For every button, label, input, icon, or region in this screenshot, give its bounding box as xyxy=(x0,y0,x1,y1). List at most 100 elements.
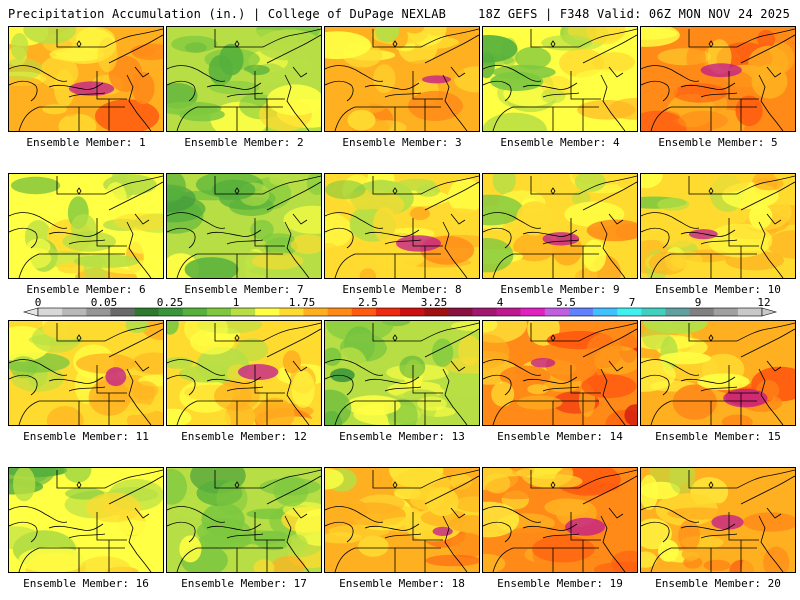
precip-contour xyxy=(499,365,551,388)
boundary-line xyxy=(522,82,578,90)
ensemble-member-panel: Ensemble Member: 18 xyxy=(324,467,480,590)
boundary-line xyxy=(492,400,514,425)
precip-contour xyxy=(253,559,275,572)
colorbar-segment xyxy=(38,308,63,316)
ensemble-member-panel: Ensemble Member: 8 xyxy=(324,173,480,296)
station-marker-icon xyxy=(76,334,82,342)
precip-contour xyxy=(574,174,606,192)
precip-map xyxy=(640,173,796,279)
boundary-line xyxy=(483,80,512,102)
precip-contour xyxy=(711,514,744,530)
precip-contour xyxy=(347,109,376,131)
boundary-line xyxy=(680,376,736,384)
boundary-line xyxy=(450,66,466,78)
boundary-line xyxy=(68,386,106,392)
precip-map xyxy=(8,173,164,279)
boundary-line xyxy=(134,66,150,78)
station-marker-icon xyxy=(234,334,240,342)
precip-map xyxy=(8,467,164,573)
boundary-line xyxy=(680,82,736,90)
boundary-line xyxy=(412,71,443,100)
ensemble-member-label: Ensemble Member: 13 xyxy=(339,430,465,443)
ensemble-member-label: Ensemble Member: 16 xyxy=(23,577,149,590)
boundary-line xyxy=(167,506,226,523)
precip-contour xyxy=(594,561,637,572)
precip-contour xyxy=(359,268,376,278)
precip-contour xyxy=(13,468,36,502)
boundary-line xyxy=(570,71,601,100)
precip-contour xyxy=(678,519,700,552)
precip-contour xyxy=(427,208,479,223)
boundary-line xyxy=(292,213,308,225)
precip-contour xyxy=(670,250,703,270)
station-marker-icon xyxy=(392,40,398,48)
boundary-line xyxy=(18,106,40,131)
precip-contour xyxy=(641,551,657,568)
colorbar-segment xyxy=(472,308,497,316)
precip-contour xyxy=(589,529,631,548)
boundary-line xyxy=(96,71,127,100)
boundary-line xyxy=(420,175,479,195)
precip-contour xyxy=(483,321,498,333)
boundary-line xyxy=(420,322,479,342)
precip-contour xyxy=(231,530,288,545)
precip-contour xyxy=(763,546,790,572)
precip-map xyxy=(166,173,322,279)
precip-contour xyxy=(396,235,441,252)
precip-contour xyxy=(426,487,459,517)
precip-contour xyxy=(167,408,192,425)
precip-contour xyxy=(484,473,511,494)
station-marker-icon xyxy=(708,334,714,342)
boundary-line xyxy=(384,386,422,392)
boundary-line xyxy=(266,328,321,358)
boundary-line xyxy=(582,328,637,358)
colorbar-tick-label: 7 xyxy=(629,296,636,309)
boundary-line xyxy=(262,28,321,48)
precip-map xyxy=(324,320,480,426)
precip-contour xyxy=(582,239,607,272)
boundary-line xyxy=(483,521,512,543)
precip-map xyxy=(8,26,164,132)
precip-contour xyxy=(171,35,218,53)
precip-contour xyxy=(23,27,77,45)
boundary-line xyxy=(364,82,420,90)
boundary-line xyxy=(167,80,196,102)
colorbar-segment xyxy=(448,308,473,316)
boundary-line xyxy=(450,213,466,225)
boundary-line xyxy=(214,176,263,195)
ensemble-member-panel: Ensemble Member: 4 xyxy=(482,26,638,149)
precip-contour xyxy=(275,68,311,85)
colorbar-segment xyxy=(665,308,690,316)
boundary-line xyxy=(176,400,198,425)
boundary-line xyxy=(420,469,479,489)
ensemble-member-panel: Ensemble Member: 19 xyxy=(482,467,638,590)
precip-contour xyxy=(345,500,368,520)
ensemble-member-label: Ensemble Member: 9 xyxy=(500,283,620,296)
boundary-line xyxy=(740,328,795,358)
precip-contour xyxy=(237,364,279,380)
boundary-line xyxy=(206,82,262,90)
precip-contour xyxy=(250,219,274,240)
precip-contour xyxy=(42,321,91,340)
boundary-line xyxy=(48,82,104,90)
colorbar-segment xyxy=(182,308,208,316)
precip-contour xyxy=(373,206,396,242)
boundary-line xyxy=(728,218,759,247)
boundary-line xyxy=(325,359,384,376)
colorbar-segment xyxy=(617,308,642,316)
boundary-line xyxy=(758,221,784,278)
boundary-line xyxy=(226,386,264,392)
station-marker-icon xyxy=(392,187,398,195)
colorbar-right-arrow xyxy=(761,307,778,317)
precip-contour xyxy=(54,69,75,107)
colorbar-segment xyxy=(158,308,184,316)
precip-contour xyxy=(673,83,727,103)
precip-contour xyxy=(641,73,678,106)
colorbar-segment xyxy=(400,308,425,316)
precip-contour xyxy=(366,179,395,196)
boundary-line xyxy=(766,66,782,78)
precip-contour xyxy=(9,245,40,261)
precip-contour xyxy=(184,257,239,278)
precip-contour xyxy=(283,205,321,234)
precip-contour xyxy=(425,554,479,567)
